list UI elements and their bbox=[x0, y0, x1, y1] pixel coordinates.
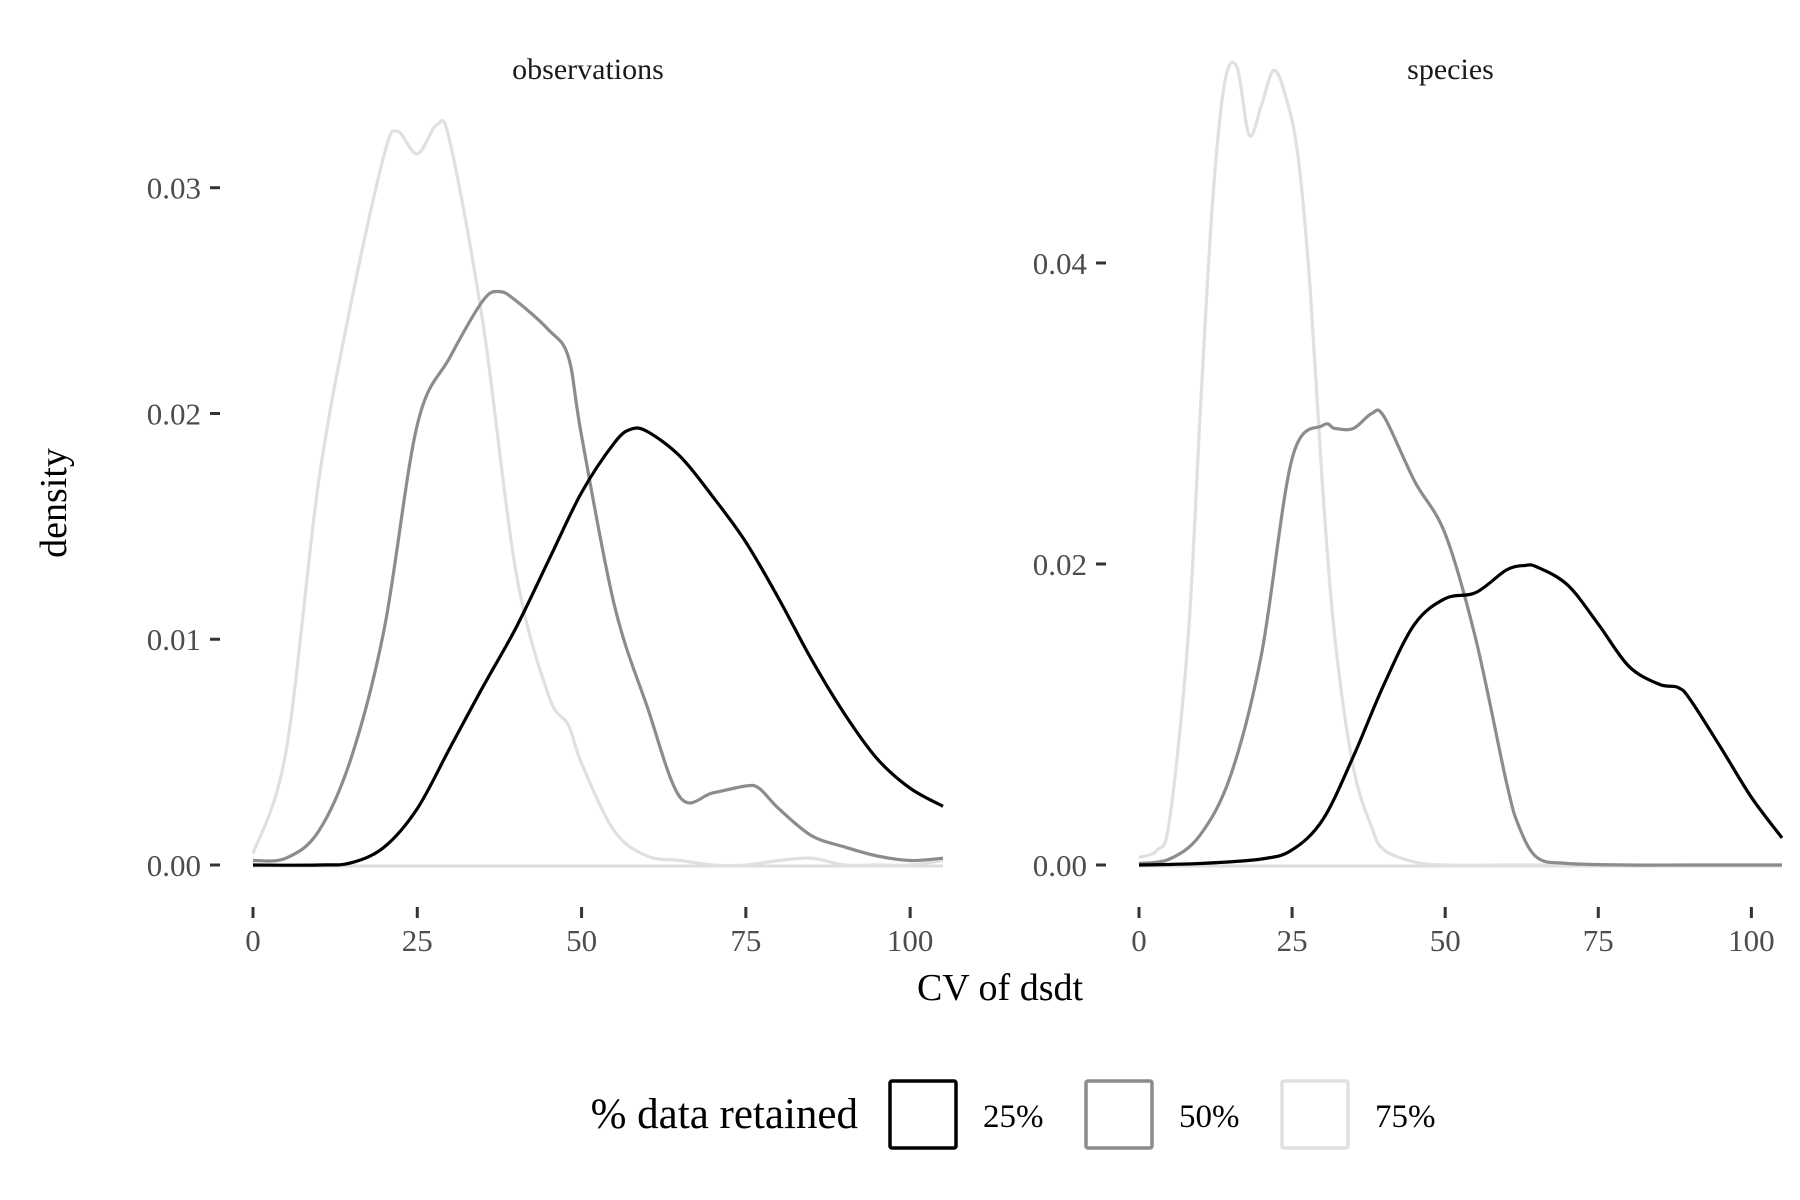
legend: % data retained 25% 50% 75% bbox=[591, 1079, 1436, 1150]
density-line-25pct bbox=[1138, 563, 1784, 867]
legend-key-75 bbox=[1280, 1079, 1350, 1150]
density-line-50pct bbox=[252, 289, 944, 863]
x-tick-label: 50 bbox=[1430, 923, 1461, 958]
y-tick-label: 0.03 bbox=[147, 171, 201, 206]
x-tick-label: 75 bbox=[1583, 923, 1614, 958]
y-tick-label: 0.00 bbox=[147, 848, 201, 883]
y-tick-label: 0.01 bbox=[147, 622, 201, 657]
panel-title: observations bbox=[512, 53, 664, 86]
legend-label-50: 50% bbox=[1179, 1099, 1240, 1135]
panel-title: species bbox=[1407, 53, 1494, 86]
density-line-25pct bbox=[252, 426, 944, 867]
panel-species: species 0.00 0.02 0.04 0 25 50 75 100 bbox=[1033, 53, 1784, 958]
legend-key-25 bbox=[888, 1079, 958, 1150]
panel-observations: observations 0.00 0.01 0.02 0.03 0 25 50 75 100 bbox=[147, 53, 944, 958]
legend-key-50 bbox=[1084, 1079, 1154, 1150]
x-tick-label: 100 bbox=[887, 923, 934, 958]
x-tick-label: 0 bbox=[1131, 923, 1147, 958]
density-line-75pct bbox=[1138, 60, 1782, 867]
x-tick-label: 0 bbox=[245, 923, 261, 958]
y-tick-label: 0.02 bbox=[147, 396, 201, 431]
x-tick-label: 25 bbox=[402, 923, 433, 958]
x-axis-title: CV of dsdt bbox=[917, 967, 1084, 1009]
legend-label-25: 25% bbox=[983, 1099, 1044, 1135]
y-axis-title: density bbox=[33, 448, 75, 558]
x-tick-label: 75 bbox=[730, 923, 761, 958]
density-line-75pct bbox=[251, 118, 944, 868]
y-tick-label: 0.04 bbox=[1033, 246, 1088, 281]
x-tick-label: 25 bbox=[1277, 923, 1308, 958]
x-tick-label: 50 bbox=[566, 923, 597, 958]
legend-title: % data retained bbox=[591, 1091, 858, 1138]
x-tick-label: 100 bbox=[1728, 923, 1775, 958]
density-line-50pct bbox=[1138, 408, 1782, 867]
legend-label-75: 75% bbox=[1375, 1099, 1436, 1135]
y-tick-label: 0.00 bbox=[1033, 848, 1087, 883]
y-tick-label: 0.02 bbox=[1033, 547, 1087, 582]
